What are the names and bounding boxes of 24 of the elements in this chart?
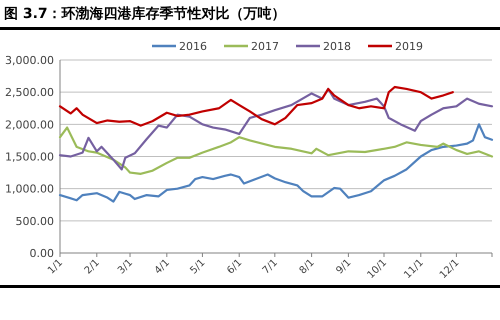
x-tick-label: 2/1 xyxy=(82,257,102,276)
line-series xyxy=(58,123,494,203)
y-tick-label: 500.00 xyxy=(16,214,54,228)
x-tick-label: 5/1 xyxy=(188,257,208,276)
line-series xyxy=(58,126,494,175)
x-tick-label: 4/1 xyxy=(152,257,172,276)
legend-label: 2018 xyxy=(323,40,351,53)
x-tick-label: 1/1 xyxy=(46,257,66,276)
x-tick-label: 6/1 xyxy=(225,257,244,276)
x-tick-label: 7/1 xyxy=(260,257,280,276)
y-tick-label: 3,000.00 xyxy=(5,54,54,67)
chart-title: 图 3.7：环渤海四港库存季节性对比（万吨） xyxy=(4,5,286,22)
y-tick-label: 2,500.00 xyxy=(5,86,54,100)
y-tick-label: 1,000.00 xyxy=(5,182,54,196)
legend-label: 2016 xyxy=(179,40,207,53)
x-tick-label: 3/1 xyxy=(116,257,136,276)
y-tick-label: 1,500.00 xyxy=(5,150,54,164)
x-tick-label: 8/1 xyxy=(298,257,317,276)
y-tick-label: 0.00 xyxy=(30,247,54,260)
y-tick-label: 2,000.00 xyxy=(5,118,54,132)
line-series xyxy=(58,86,454,127)
legend-label: 2019 xyxy=(395,40,423,53)
x-tick-label: 9/1 xyxy=(334,257,354,276)
legend-label: 2017 xyxy=(251,40,279,53)
